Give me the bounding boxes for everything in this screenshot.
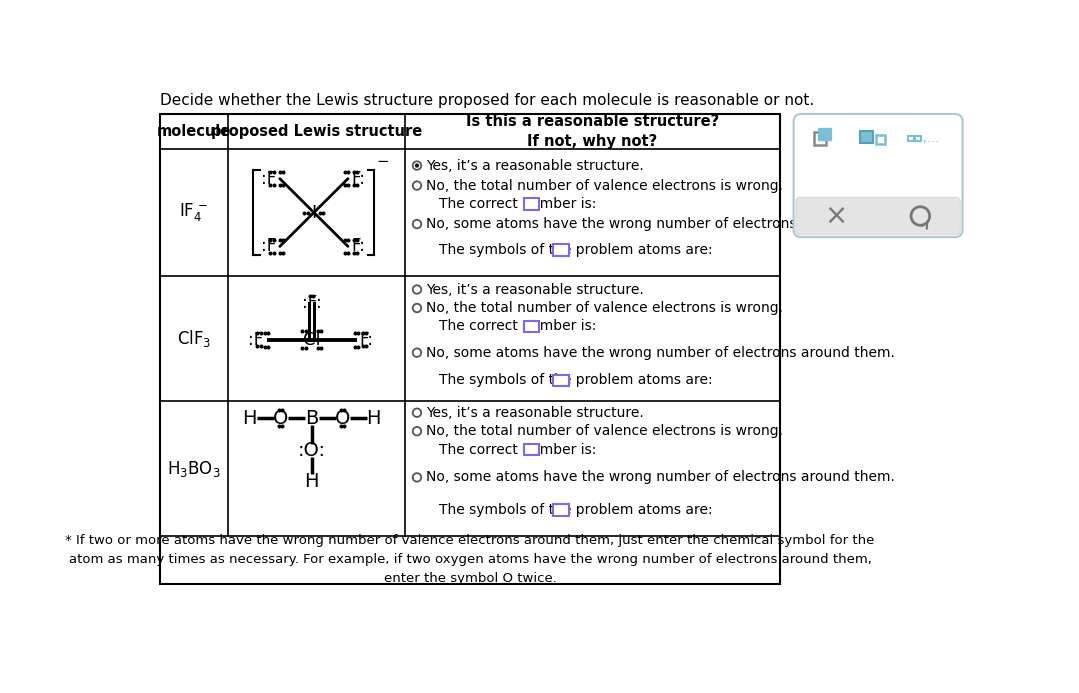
Bar [915,136,920,141]
Text: H$_3$BO$_3$: H$_3$BO$_3$ [167,459,220,479]
Bar [814,132,827,145]
Text: Yes, it’s a reasonable structure.: Yes, it’s a reasonable structure. [426,159,644,173]
Text: :O:: :O: [298,441,326,460]
Text: Yes, it’s a reasonable structure.: Yes, it’s a reasonable structure. [426,405,644,420]
Bar [160,114,780,584]
Text: molecule: molecule [156,124,231,139]
Text: F:: F: [359,331,373,349]
Circle shape [414,164,419,168]
Text: The symbols of the problem atoms are:: The symbols of the problem atoms are: [439,243,712,257]
Text: :F: :F [261,170,276,188]
Text: Yes, it’s a reasonable structure.: Yes, it’s a reasonable structure. [426,283,644,297]
Text: O: O [273,409,288,428]
Text: No, some atoms have the wrong number of electrons around them.: No, some atoms have the wrong number of … [426,471,896,484]
Text: :F: :F [261,238,276,256]
Text: −: − [375,154,388,168]
Text: No, the total number of valence electrons is wrong.: No, the total number of valence electron… [426,179,783,193]
Text: The symbols of the problem atoms are:: The symbols of the problem atoms are: [439,374,712,387]
Text: ×: × [824,202,847,230]
FancyBboxPatch shape [794,114,962,237]
Bar [524,444,540,455]
Text: No, some atoms have the wrong number of electrons around them.: No, some atoms have the wrong number of … [426,217,896,231]
Text: * If two or more atoms have the wrong number of valence electrons around them, j: * If two or more atoms have the wrong nu… [66,534,875,586]
Bar [554,245,569,256]
Text: proposed Lewis structure: proposed Lewis structure [210,124,422,139]
Text: H: H [243,409,257,428]
Bar [554,375,569,386]
FancyBboxPatch shape [796,197,960,235]
Text: F:: F: [351,170,365,188]
Text: The correct number is:: The correct number is: [439,443,596,457]
Text: ClF$_3$: ClF$_3$ [177,328,211,349]
Text: The correct number is:: The correct number is: [439,197,596,211]
Text: H: H [367,409,381,428]
Text: No, some atoms have the wrong number of electrons around them.: No, some atoms have the wrong number of … [426,346,896,360]
Text: :F: :F [248,331,263,349]
Text: O: O [334,409,351,428]
Bar [554,504,569,516]
Bar [860,131,873,143]
Text: Decide whether the Lewis structure proposed for each molecule is reasonable or n: Decide whether the Lewis structure propo… [160,93,814,107]
Text: No, the total number of valence electrons is wrong.: No, the total number of valence electron… [426,301,783,315]
Text: IF$_4^{\,-}$: IF$_4^{\,-}$ [179,201,208,223]
Text: H: H [304,472,318,491]
Bar [819,128,831,140]
Text: The correct number is:: The correct number is: [439,319,596,333]
Bar [524,321,540,332]
Text: ,...: ,... [923,132,939,145]
Text: I: I [311,204,316,222]
Bar [876,134,885,144]
Text: No, the total number of valence electrons is wrong.: No, the total number of valence electron… [426,424,783,438]
Text: The symbols of the problem atoms are:: The symbols of the problem atoms are: [439,502,712,517]
Text: Cl: Cl [303,331,320,349]
Text: :F:: :F: [302,294,322,312]
Text: Is this a reasonable structure?
If not, why not?: Is this a reasonable structure? If not, … [466,114,719,149]
Text: B: B [305,409,318,428]
Text: F:: F: [351,238,365,256]
Bar [524,198,540,210]
Bar [909,136,914,141]
